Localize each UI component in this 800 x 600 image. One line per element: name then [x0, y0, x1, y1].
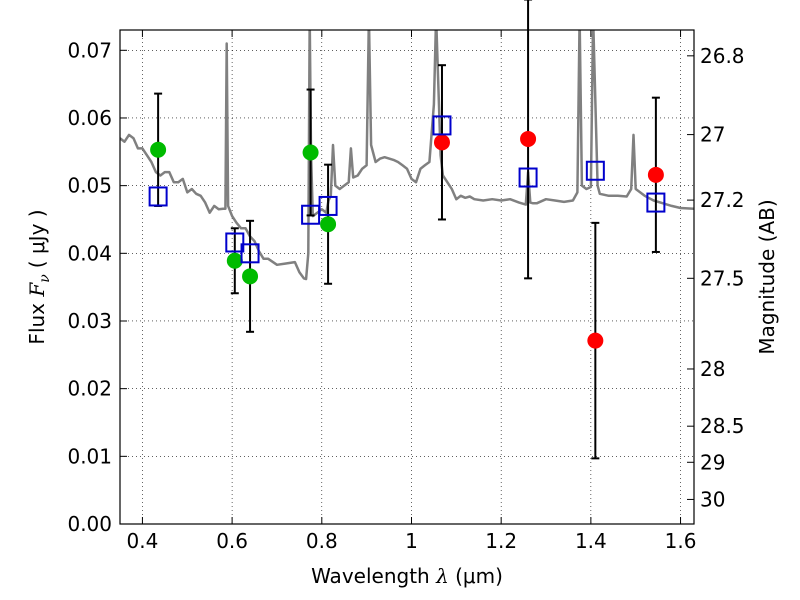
x-tick-label: 1.6: [665, 529, 697, 553]
y-axis-label-symbol: F: [25, 282, 49, 298]
x-tick-label: 1.2: [485, 529, 517, 553]
y2-tick-label: 28.5: [700, 414, 745, 438]
data-point-0: [226, 252, 243, 269]
error-bars: [154, 0, 660, 460]
x-tick-label: 0.6: [216, 529, 248, 553]
model-point: [225, 232, 245, 253]
model-point: [518, 167, 538, 188]
x-axis-label: Wavelength λ (μm): [311, 564, 503, 588]
data-point-0: [320, 216, 337, 233]
model-point: [585, 160, 605, 181]
data-point-0: [150, 141, 167, 158]
axis-ticks: [120, 30, 694, 525]
y2-tick-label: 26.8: [700, 44, 745, 68]
model-point: [148, 186, 168, 207]
y-axis-label-unit: ( μJy ): [25, 209, 49, 268]
data-markers: [148, 115, 666, 349]
data-point-0: [302, 144, 319, 161]
y2-tick-label: 27.2: [700, 188, 745, 212]
y-tick-label: 0.02: [67, 377, 112, 401]
y-tick-label: 0.00: [67, 512, 112, 536]
model-point: [318, 195, 338, 216]
y-axis-label-subscript: ν: [37, 274, 53, 283]
data-point-0: [242, 268, 259, 285]
y2-tick-label: 27: [700, 123, 725, 147]
x-tick-label: 0.8: [306, 529, 338, 553]
x-axis-label-symbol: λ: [435, 564, 449, 588]
x-axis-label-prefix: Wavelength: [311, 564, 430, 588]
x-tick-labels: 0.4 0.6 0.8 1 1.2 1.4 1.6: [127, 529, 697, 553]
x-axis-label-unit: (μm): [455, 564, 503, 588]
y-tick-label: 0.03: [67, 309, 112, 333]
y-axis-label-prefix: Flux: [25, 303, 49, 345]
model-point: [240, 243, 260, 264]
x-tick-label: 1.4: [575, 529, 607, 553]
model-spectrum: [120, 30, 694, 281]
y-tick-label: 0.06: [67, 106, 112, 130]
y2-tick-label: 28: [700, 357, 725, 381]
grid-lines: [120, 30, 694, 524]
y-tick-label: 0.04: [67, 241, 112, 265]
y-tick-label: 0.01: [67, 444, 112, 468]
y2-axis-label: Magnitude (AB): [755, 199, 779, 354]
y2-tick-label: 29: [700, 450, 725, 474]
y-tick-label: 0.05: [67, 174, 112, 198]
y2-tick-label: 27.5: [700, 266, 745, 290]
y2-tick-label: 30: [700, 487, 725, 511]
data-point-1: [647, 166, 664, 183]
y-tick-label: 0.07: [67, 38, 112, 62]
model-point: [646, 192, 666, 213]
y-tick-labels: 0.00 0.01 0.02 0.03 0.04 0.05 0.06 0.07: [67, 38, 112, 536]
data-point-1: [587, 332, 604, 349]
model-point: [432, 115, 452, 136]
spectrum-line: [120, 30, 694, 281]
y-axis-label: Flux Fν ( μJy ): [25, 209, 53, 344]
data-point-1: [433, 134, 450, 151]
x-tick-label: 1: [405, 529, 418, 553]
plot-frame: [119, 29, 695, 525]
x-tick-label: 0.4: [127, 529, 159, 553]
y2-tick-labels: 26.8 27 27.2 27.5 28 28.5 29 30: [700, 44, 745, 512]
data-point-1: [520, 130, 537, 147]
